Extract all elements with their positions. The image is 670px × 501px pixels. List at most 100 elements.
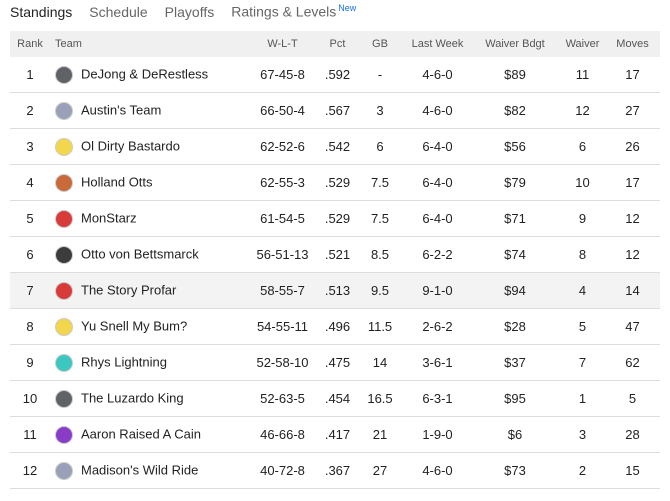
team-cell: DeJong & DeRestless <box>50 57 245 93</box>
cell: 62 <box>605 344 660 381</box>
cell: 61-54-5 <box>245 200 320 237</box>
cell: 6 <box>10 236 50 273</box>
column-header[interactable]: W-L-T <box>245 31 320 57</box>
cell: 4 <box>560 272 605 309</box>
column-header[interactable]: Moves <box>605 31 660 57</box>
cell: 52-58-10 <box>245 344 320 381</box>
team-row[interactable]: 12 Madison's Wild Ride 40-72-8.367 27 4-6-0 $… <box>10 452 660 489</box>
cell: 12 <box>605 236 660 273</box>
team-avatar <box>55 317 73 336</box>
cell: .367 <box>320 452 355 489</box>
team-row[interactable]: 11 Aaron Raised A Cain 46-66-8.417 21 1-9-0 $… <box>10 416 660 453</box>
team-row[interactable]: 1 DeJong & DeRestless 67-45-8.592-4-6-0 $89… <box>10 57 660 93</box>
cell: 58-55-7 <box>245 272 320 309</box>
cell: 27 <box>355 452 405 489</box>
team-row[interactable]: 2 Austin's Team 66-50-4.567 3 4-6-0 $82 12 27 <box>10 92 660 129</box>
team-name[interactable]: MonStarz <box>81 209 137 225</box>
team-name[interactable]: Rhys Lightning <box>81 353 167 369</box>
team-name[interactable]: Yu Snell My Bum? <box>81 317 188 333</box>
cell: .592 <box>320 57 355 93</box>
team-avatar <box>55 461 73 480</box>
cell: .454 <box>320 380 355 417</box>
column-header[interactable]: Waiver <box>560 31 605 57</box>
cell: 17 <box>605 57 660 93</box>
team-avatar <box>55 353 73 372</box>
column-header[interactable]: Team <box>50 31 245 57</box>
team-name[interactable]: Otto von Bettsmarck <box>81 245 199 261</box>
cell: 7 <box>560 344 605 381</box>
team-avatar <box>55 209 73 228</box>
standings-table: Rank Team W-L-T Pct GB Last Week Waiver Bdgt Wa… <box>10 31 660 489</box>
tab[interactable]: Standings <box>10 3 73 20</box>
team-row[interactable]: 8 Yu Snell My Bum? 54-55-11.496 11.5 2-6-2 $2… <box>10 308 660 345</box>
cell: 10 <box>10 380 50 417</box>
team-name[interactable]: Austin's Team <box>81 101 162 117</box>
cell: .475 <box>320 344 355 381</box>
team-row[interactable]: 3 Ol Dirty Bastardo 62-52-6.542 6 6-4-0 $56 6 2… <box>10 128 660 165</box>
team-cell: Yu Snell My Bum? <box>50 308 245 345</box>
team-name[interactable]: The Story Profar <box>81 281 177 297</box>
team-row[interactable]: 7 The Story Profar 58-55-7.513 9.5 9-1-0 $94 4… <box>10 272 660 309</box>
team-name[interactable]: Holland Otts <box>81 173 153 189</box>
cell: 40-72-8 <box>245 452 320 489</box>
cell: 14 <box>605 272 660 309</box>
column-header[interactable]: Last Week <box>405 31 470 57</box>
team-row[interactable]: 5 MonStarz 61-54-5.529 7.5 6-4-0 $71 9 12 <box>10 200 660 237</box>
cell: 4-6-0 <box>405 57 470 93</box>
cell: 3-6-1 <box>405 344 470 381</box>
cell: 11 <box>560 57 605 93</box>
tab[interactable]: Playoffs <box>164 3 215 20</box>
cell: $71 <box>470 200 560 237</box>
cell: 6-4-0 <box>405 200 470 237</box>
cell: 6 <box>560 128 605 165</box>
team-row[interactable]: 4 Holland Otts 62-55-3.529 7.5 6-4-0 $79 10 17 <box>10 164 660 201</box>
cell: 9.5 <box>355 272 405 309</box>
column-header[interactable]: GB <box>355 31 405 57</box>
table-body: 1 DeJong & DeRestless 67-45-8.592-4-6-0 $89… <box>10 57 660 489</box>
cell: $95 <box>470 380 560 417</box>
team-name[interactable]: Ol Dirty Bastardo <box>81 137 180 153</box>
team-cell: MonStarz <box>50 200 245 237</box>
team-name[interactable]: DeJong & DeRestless <box>81 65 209 81</box>
cell: 67-45-8 <box>245 57 320 93</box>
cell: 11 <box>10 416 50 453</box>
team-cell: Ol Dirty Bastardo <box>50 128 245 165</box>
column-header[interactable]: Pct <box>320 31 355 57</box>
team-avatar <box>55 281 73 300</box>
cell: 3 <box>10 128 50 165</box>
cell: 15 <box>605 452 660 489</box>
cell: $73 <box>470 452 560 489</box>
cell: .567 <box>320 92 355 129</box>
team-row[interactable]: 6 Otto von Bettsmarck 56-51-13.521 8.5 6-2-2… <box>10 236 660 273</box>
cell: 46-66-8 <box>245 416 320 453</box>
cell: .496 <box>320 308 355 345</box>
cell: 7.5 <box>355 164 405 201</box>
team-name[interactable]: Madison's Wild Ride <box>81 461 199 477</box>
cell: 11.5 <box>355 308 405 345</box>
cell: 6-4-0 <box>405 128 470 165</box>
team-name[interactable]: Aaron Raised A Cain <box>81 425 201 441</box>
cell: 7 <box>10 272 50 309</box>
cell: 5 <box>605 380 660 417</box>
cell: 9 <box>10 344 50 381</box>
cell: .513 <box>320 272 355 309</box>
column-header[interactable]: Rank <box>10 31 50 57</box>
cell: 5 <box>10 200 50 237</box>
team-row[interactable]: 10 The Luzardo King 52-63-5.454 16.5 6-3-1 $9… <box>10 380 660 417</box>
cell: 26 <box>605 128 660 165</box>
cell: $37 <box>470 344 560 381</box>
cell: 6-4-0 <box>405 164 470 201</box>
column-header[interactable]: Waiver Bdgt <box>470 31 560 57</box>
tab[interactable]: Ratings & Levels <box>231 3 337 20</box>
team-name[interactable]: The Luzardo King <box>81 389 184 405</box>
tab[interactable]: Schedule <box>89 3 148 20</box>
cell: 16.5 <box>355 380 405 417</box>
cell: $82 <box>470 92 560 129</box>
team-row[interactable]: 9 Rhys Lightning 52-58-10.475 14 3-6-1 $37 7 62 <box>10 344 660 381</box>
cell: $6 <box>470 416 560 453</box>
cell: 12 <box>605 200 660 237</box>
team-cell: Austin's Team <box>50 92 245 129</box>
team-cell: Madison's Wild Ride <box>50 452 245 489</box>
team-avatar <box>55 425 73 444</box>
